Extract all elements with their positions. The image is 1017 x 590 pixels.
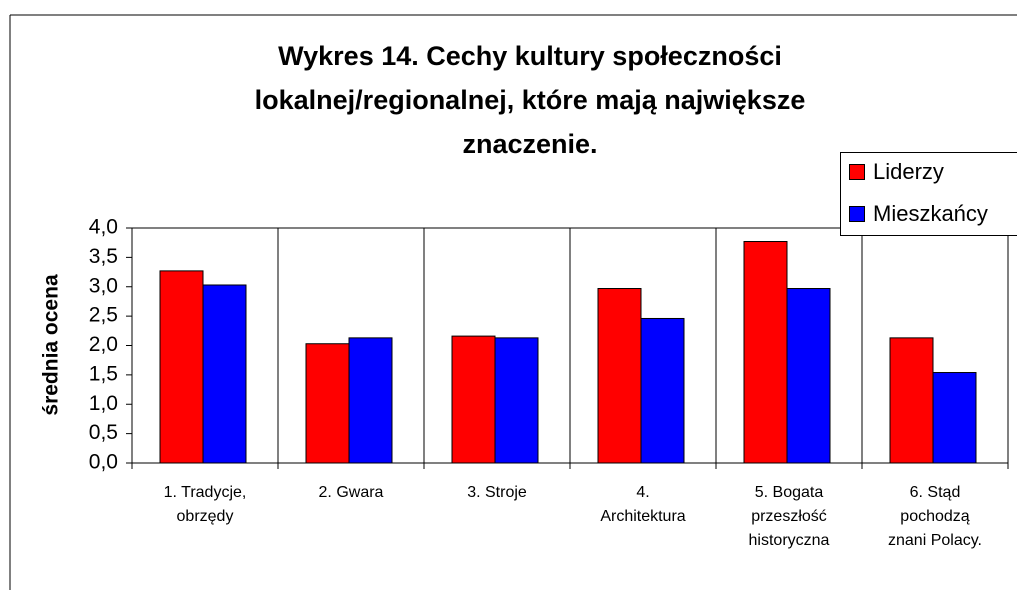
bar [305,343,350,464]
bar [159,270,204,464]
y-tick-label: 1,0 [89,392,118,415]
y-tick-label: 3,0 [89,274,118,297]
x-tick-label: 6. Stąd pochodzą znani Polacy. [888,484,982,549]
x-tick-label: 2. Gwara [318,484,384,501]
bar [786,288,831,464]
legend-swatch [849,164,865,180]
bar [202,284,247,464]
bar [597,288,642,464]
y-tick-label: 4,0 [89,216,118,239]
x-tick-label: 5. Bogata przeszłość historyczna [748,484,830,549]
chart-title: Wykres 14. Cechy kultury społeczności lo… [254,41,806,159]
bar [932,372,977,464]
legend-item: Mieszkańcy [849,201,988,227]
legend-swatch [849,206,865,222]
y-tick-label: 2,0 [89,333,118,356]
y-tick-label: 1,5 [89,362,118,385]
legend-label: Mieszkańcy [873,201,988,226]
bar [451,335,496,464]
x-tick-label: 3. Stroje [467,484,527,501]
bar [743,241,788,464]
y-axis-label: średnia ocena [40,274,63,416]
x-tick-label: 1. Tradycje, obrzędy [163,484,247,525]
legend-label: Liderzy [873,159,944,184]
legend: Liderzy Mieszkańcy [840,152,1017,236]
x-tick-label: 4. Architektura [600,484,686,525]
bar [640,317,685,464]
bar [889,337,934,464]
bar [348,337,393,464]
legend-item: Liderzy [849,159,944,185]
y-tick-label: 0,5 [89,421,118,444]
bar [494,337,539,464]
y-tick-label: 3,5 [89,245,118,268]
y-tick-label: 0,0 [89,451,118,474]
y-tick-label: 2,5 [89,304,118,327]
